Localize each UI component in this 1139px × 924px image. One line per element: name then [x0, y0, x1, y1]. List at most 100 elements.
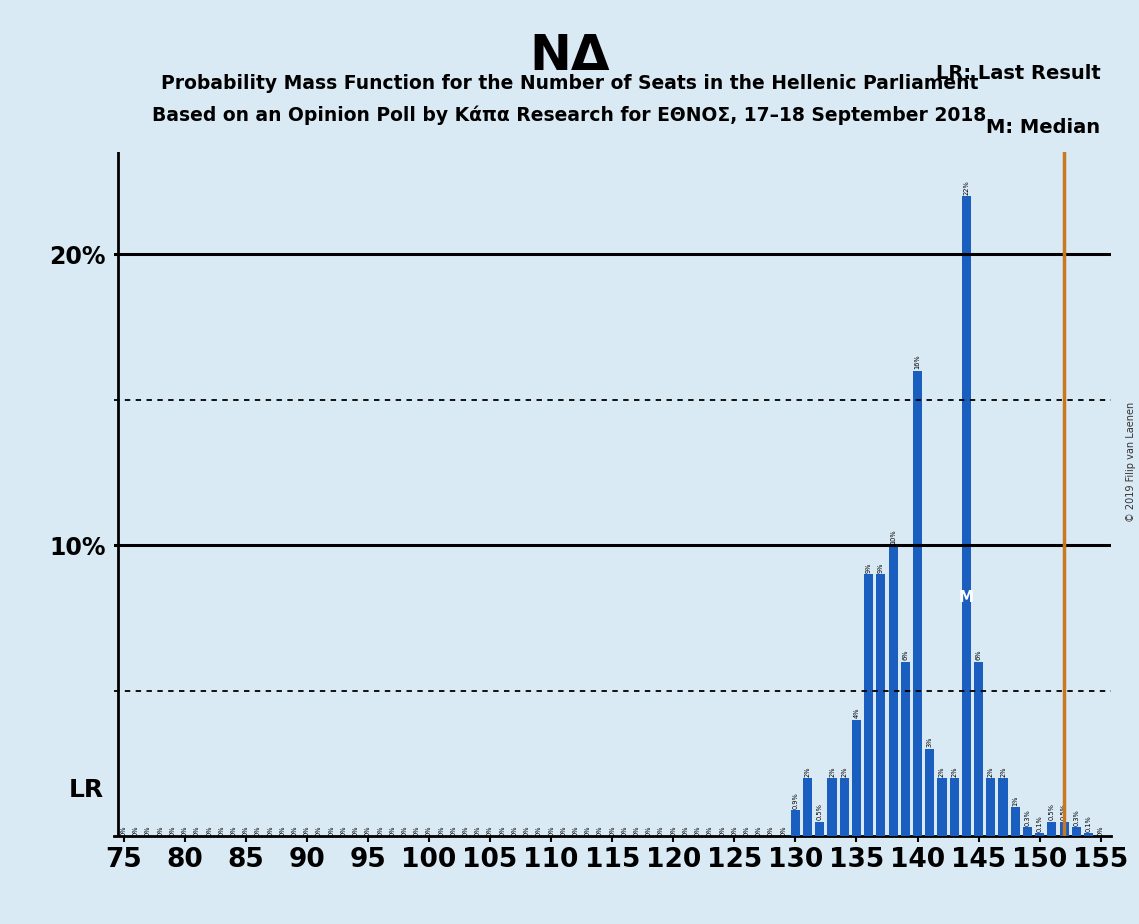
Text: 0.9%: 0.9%	[793, 792, 798, 808]
Text: Based on an Opinion Poll by Κάπα Research for ΕΘΝΟΣ, 17–18 September 2018: Based on an Opinion Poll by Κάπα Researc…	[153, 105, 986, 125]
Text: 0%: 0%	[462, 825, 468, 835]
Text: 2%: 2%	[939, 766, 945, 776]
Text: 0%: 0%	[121, 825, 126, 835]
Text: 0%: 0%	[255, 825, 261, 835]
Text: 0%: 0%	[597, 825, 603, 835]
Bar	[790, 810, 800, 836]
Text: 0%: 0%	[170, 825, 175, 835]
Text: 0%: 0%	[279, 825, 286, 835]
Bar	[852, 720, 861, 836]
Bar	[1084, 833, 1093, 836]
Text: 0%: 0%	[194, 825, 200, 835]
Text: 0%: 0%	[439, 825, 444, 835]
Text: 0%: 0%	[402, 825, 408, 835]
Text: 0.1%: 0.1%	[1036, 815, 1042, 832]
Text: 0%: 0%	[390, 825, 395, 835]
Text: LR: Last Result: LR: Last Result	[936, 64, 1100, 82]
Text: 10%: 10%	[890, 529, 896, 544]
Text: 0%: 0%	[768, 825, 775, 835]
Text: 0%: 0%	[536, 825, 542, 835]
Text: 0%: 0%	[744, 825, 749, 835]
Text: 0%: 0%	[475, 825, 481, 835]
Text: 2%: 2%	[829, 766, 835, 776]
Text: 2%: 2%	[951, 766, 957, 776]
Text: 0%: 0%	[756, 825, 762, 835]
Text: 0.5%: 0.5%	[1049, 803, 1055, 821]
Bar	[1059, 821, 1068, 836]
Text: 3%: 3%	[927, 737, 933, 748]
Text: 0%: 0%	[328, 825, 335, 835]
Text: LR: LR	[69, 778, 104, 802]
Text: 0%: 0%	[268, 825, 273, 835]
Bar	[950, 778, 959, 836]
Text: 2%: 2%	[1000, 766, 1006, 776]
Text: 0.1%: 0.1%	[1085, 815, 1091, 832]
Text: 0%: 0%	[219, 825, 224, 835]
Bar	[888, 545, 898, 836]
Bar	[999, 778, 1008, 836]
Text: 0%: 0%	[487, 825, 493, 835]
Text: 0%: 0%	[622, 825, 628, 835]
Text: 1%: 1%	[1013, 796, 1018, 806]
Text: 0%: 0%	[304, 825, 310, 835]
Text: 0%: 0%	[670, 825, 677, 835]
Text: 0%: 0%	[341, 825, 346, 835]
Text: 0%: 0%	[719, 825, 726, 835]
Text: 0%: 0%	[584, 825, 591, 835]
Text: 0%: 0%	[450, 825, 457, 835]
Text: 0%: 0%	[413, 825, 420, 835]
Text: 9%: 9%	[878, 563, 884, 573]
Bar	[1035, 833, 1044, 836]
Text: 2%: 2%	[804, 766, 811, 776]
Text: 0.3%: 0.3%	[1024, 809, 1031, 826]
Text: 0%: 0%	[695, 825, 700, 835]
Text: 0.5%: 0.5%	[1062, 803, 1067, 821]
Bar	[865, 575, 874, 836]
Bar	[827, 778, 837, 836]
Bar	[986, 778, 995, 836]
Text: 0%: 0%	[499, 825, 506, 835]
Text: 0%: 0%	[133, 825, 139, 835]
Text: 2%: 2%	[842, 766, 847, 776]
Text: 0%: 0%	[230, 825, 237, 835]
Text: 0%: 0%	[573, 825, 579, 835]
Text: Probability Mass Function for the Number of Seats in the Hellenic Parliament: Probability Mass Function for the Number…	[161, 74, 978, 93]
Text: 0%: 0%	[682, 825, 688, 835]
Text: 0%: 0%	[780, 825, 786, 835]
Text: 9%: 9%	[866, 563, 871, 573]
Text: 0%: 0%	[560, 825, 566, 835]
Text: 16%: 16%	[915, 355, 920, 370]
Bar	[1048, 821, 1057, 836]
Text: 6%: 6%	[902, 650, 908, 660]
Text: 0%: 0%	[646, 825, 652, 835]
Text: 0%: 0%	[317, 825, 322, 835]
Text: 0%: 0%	[364, 825, 371, 835]
Text: 0%: 0%	[633, 825, 640, 835]
Text: M: M	[959, 590, 974, 605]
Text: 2%: 2%	[988, 766, 994, 776]
Bar	[974, 662, 983, 836]
Bar	[1010, 808, 1019, 836]
Text: 0%: 0%	[353, 825, 359, 835]
Text: © 2019 Filip van Laenen: © 2019 Filip van Laenen	[1126, 402, 1136, 522]
Text: 0.5%: 0.5%	[817, 803, 822, 821]
Bar	[803, 778, 812, 836]
Text: 0%: 0%	[145, 825, 151, 835]
Bar	[925, 749, 934, 836]
Text: 4%: 4%	[853, 708, 860, 718]
Text: 0%: 0%	[609, 825, 615, 835]
Text: 0%: 0%	[243, 825, 248, 835]
Bar	[839, 778, 849, 836]
Bar	[901, 662, 910, 836]
Text: 0%: 0%	[658, 825, 664, 835]
Text: 0%: 0%	[292, 825, 297, 835]
Text: M: Median: M: Median	[986, 118, 1100, 138]
Bar	[961, 196, 970, 836]
Text: 22%: 22%	[964, 180, 969, 195]
Text: 0%: 0%	[182, 825, 188, 835]
Text: ΝΔ: ΝΔ	[530, 32, 609, 80]
Text: 6%: 6%	[976, 650, 982, 660]
Text: 0%: 0%	[1098, 825, 1104, 835]
Text: 0%: 0%	[707, 825, 713, 835]
Bar	[1023, 828, 1032, 836]
